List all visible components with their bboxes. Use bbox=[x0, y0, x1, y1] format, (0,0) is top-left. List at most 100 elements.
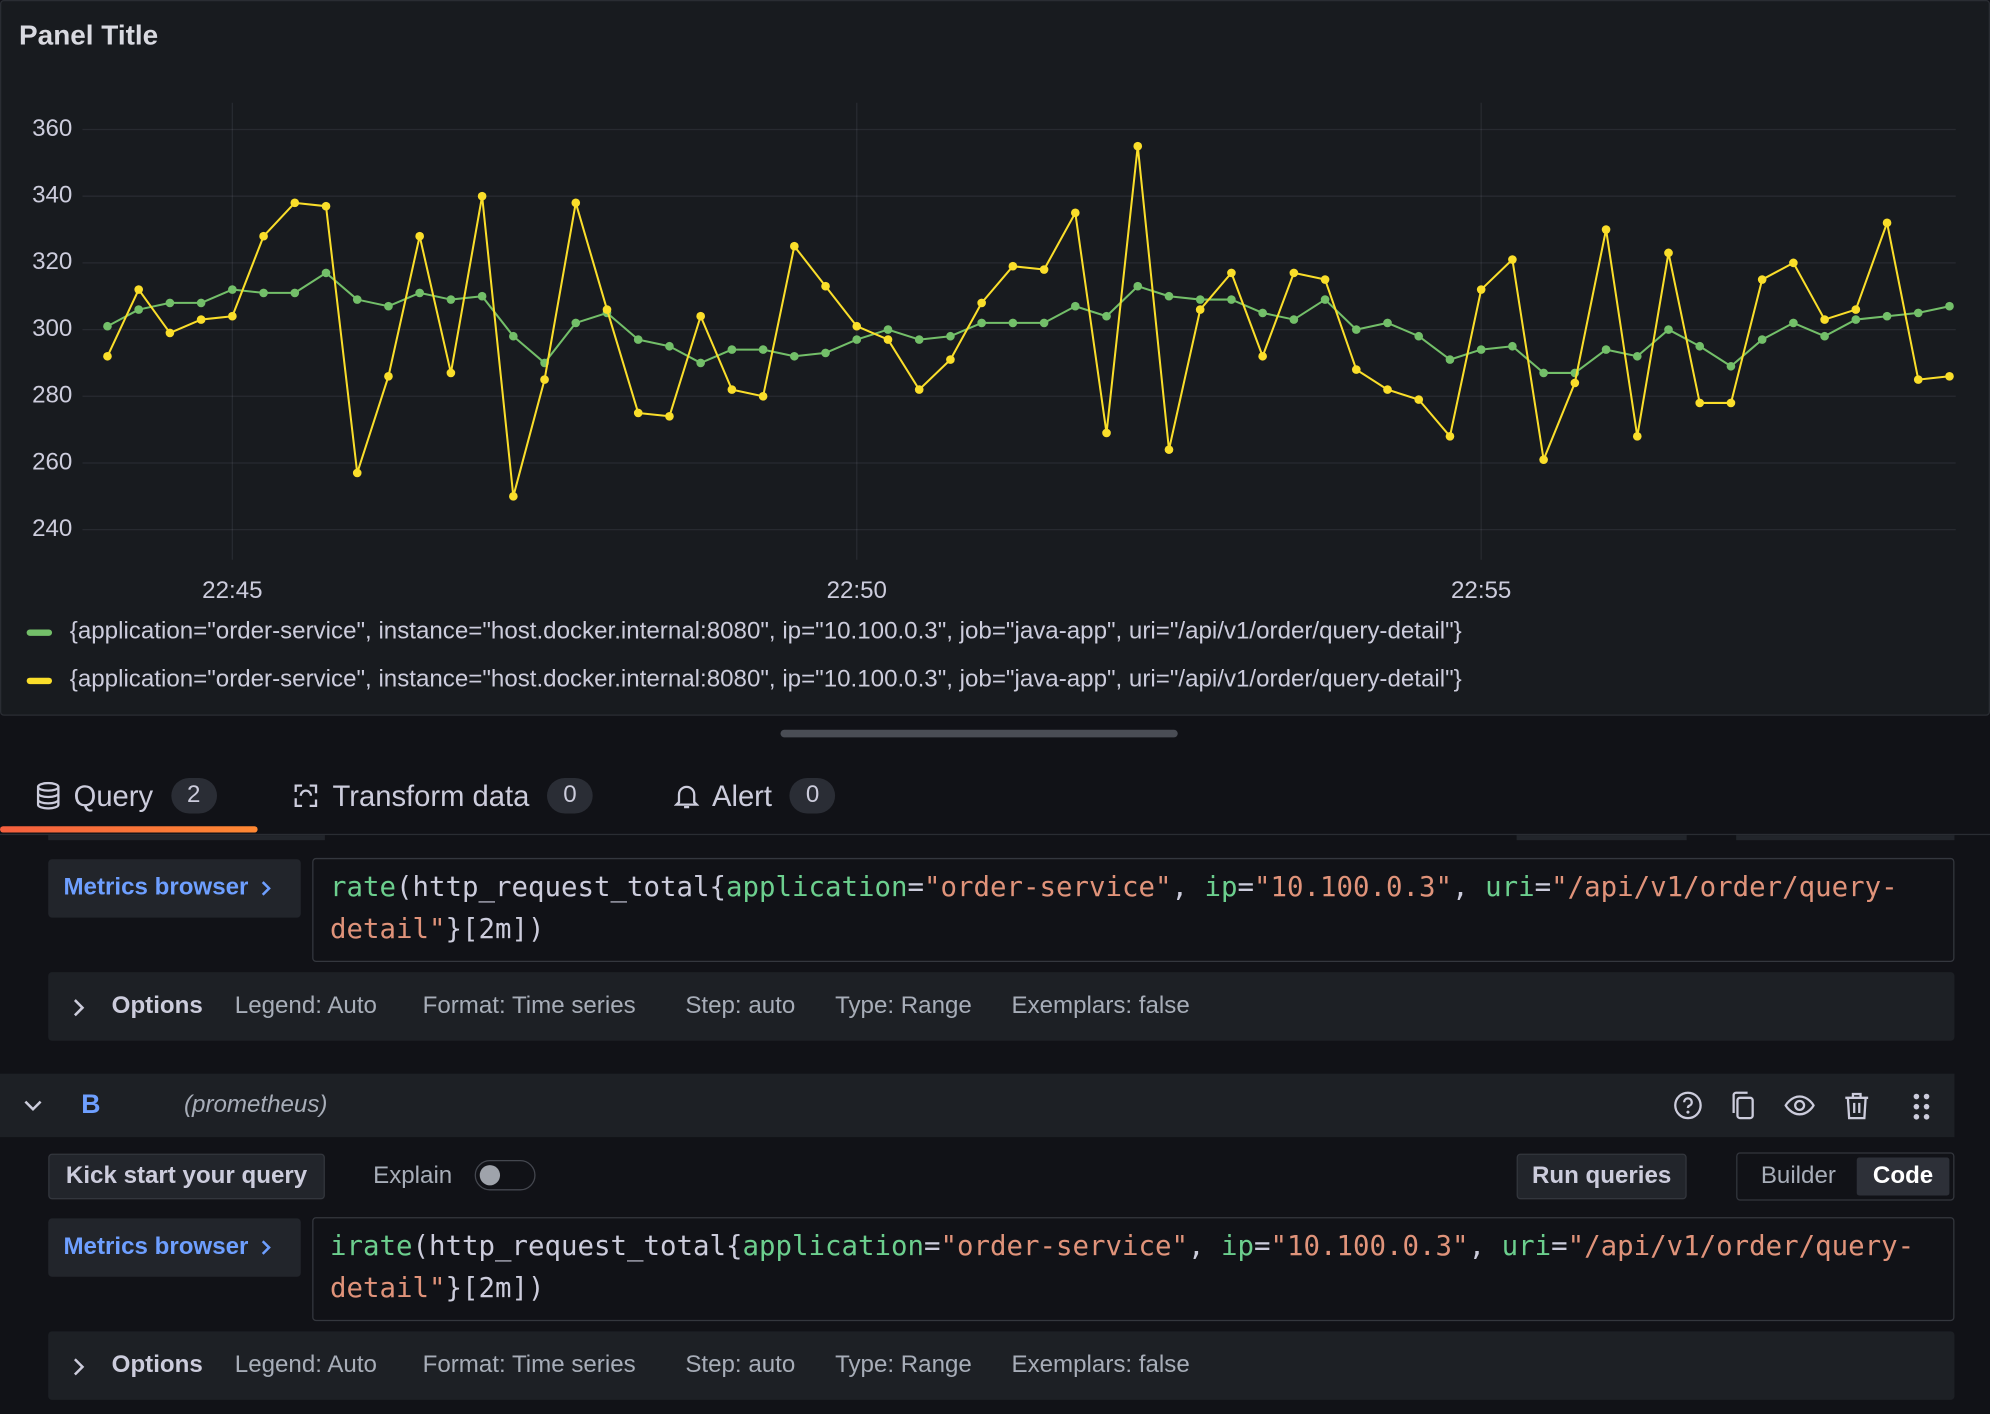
data-point bbox=[883, 335, 893, 344]
collapse-icon[interactable] bbox=[23, 1098, 43, 1113]
data-point bbox=[352, 468, 362, 478]
code-token: application bbox=[725, 871, 908, 904]
drag-handle[interactable] bbox=[1909, 1091, 1934, 1121]
data-point bbox=[977, 298, 986, 308]
data-point bbox=[1414, 331, 1424, 341]
data-point bbox=[446, 368, 456, 378]
active-tab-indicator bbox=[0, 826, 258, 833]
data-point bbox=[852, 321, 862, 331]
data-point bbox=[665, 341, 674, 351]
trash-icon[interactable] bbox=[1842, 1090, 1872, 1120]
data-point bbox=[1508, 255, 1517, 264]
chart: 240 260 280 300 320 340 360 22:45 22:50 22:55 bbox=[32, 102, 1956, 604]
data-point bbox=[540, 375, 549, 384]
run-queries-button[interactable]: Run queries bbox=[1516, 1153, 1687, 1200]
data-point bbox=[1133, 141, 1143, 151]
data-point bbox=[790, 351, 799, 361]
data-point bbox=[665, 411, 674, 421]
data-point bbox=[1508, 341, 1517, 351]
query-options[interactable]: Options Legend: Auto Format: Time series… bbox=[48, 1331, 1955, 1400]
code-token: = bbox=[1237, 871, 1255, 904]
data-point bbox=[758, 391, 768, 401]
query-editor[interactable]: rate(http_request_total{application="ord… bbox=[312, 857, 1955, 963]
data-point bbox=[977, 318, 986, 328]
data-point bbox=[946, 355, 955, 364]
button-label: Metrics browser bbox=[63, 874, 249, 902]
option: Exemplars: false bbox=[1011, 1351, 1190, 1379]
toggle-knob bbox=[479, 1165, 501, 1186]
data-point bbox=[727, 385, 737, 394]
code-token: "order-service" bbox=[924, 871, 1172, 904]
duplicate-icon[interactable] bbox=[1729, 1090, 1759, 1120]
data-point bbox=[1476, 345, 1486, 354]
tab-divider bbox=[0, 833, 1990, 836]
legend-item[interactable]: {application="order-service", instance="… bbox=[26, 616, 1462, 649]
mode-option[interactable]: Code bbox=[1856, 1157, 1950, 1196]
explain-toggle[interactable] bbox=[474, 1159, 536, 1191]
code-token: ip bbox=[1204, 871, 1238, 904]
data-point bbox=[477, 291, 487, 301]
code-token: "10.100.0.3" bbox=[1254, 871, 1453, 904]
option: Legend: Auto bbox=[234, 992, 377, 1020]
data-point bbox=[509, 331, 518, 341]
eye-icon[interactable] bbox=[1784, 1090, 1815, 1120]
legend-item[interactable]: {application="order-service", instance="… bbox=[26, 664, 1462, 697]
data-point bbox=[290, 198, 300, 208]
data-point bbox=[259, 288, 268, 298]
data-point bbox=[1289, 268, 1299, 278]
y-tick-label: 320 bbox=[32, 248, 72, 275]
data-point bbox=[1757, 275, 1767, 284]
data-point bbox=[1820, 331, 1829, 341]
tab[interactable]: Alert 0 bbox=[673, 769, 836, 822]
data-point bbox=[196, 315, 206, 324]
chevron-icon bbox=[73, 999, 85, 1017]
code-token: "10.100.0.3" bbox=[1270, 1231, 1469, 1263]
mode-option[interactable]: Builder bbox=[1760, 1162, 1836, 1190]
panel-title: Panel Title bbox=[19, 19, 159, 51]
data-point bbox=[1164, 445, 1174, 454]
data-point bbox=[571, 318, 581, 328]
code-token: "order-service" bbox=[940, 1231, 1189, 1263]
query-options[interactable]: Options Legend: Auto Format: Time series… bbox=[48, 972, 1955, 1041]
option: Legend: Auto bbox=[234, 1351, 377, 1379]
option: Type: Range bbox=[835, 1351, 972, 1379]
data-point bbox=[1008, 318, 1018, 328]
y-tick-label: 240 bbox=[32, 515, 72, 542]
data-point bbox=[415, 288, 424, 298]
metrics-browser-button[interactable]: Metrics browser bbox=[48, 859, 301, 918]
transform-icon bbox=[294, 784, 318, 808]
data-point bbox=[1320, 295, 1330, 304]
data-point bbox=[1133, 281, 1143, 291]
code-token: rate bbox=[329, 871, 396, 904]
data-point bbox=[1039, 318, 1049, 328]
help-icon[interactable] bbox=[1673, 1090, 1703, 1120]
metrics-browser-button[interactable]: Metrics browser bbox=[48, 1218, 301, 1277]
data-point bbox=[1601, 345, 1611, 354]
data-point bbox=[384, 301, 393, 311]
option: Format: Time series bbox=[422, 992, 636, 1020]
data-point bbox=[1726, 361, 1736, 371]
query-editor[interactable]: irate(http_request_total{application="or… bbox=[312, 1217, 1955, 1322]
data-point bbox=[165, 298, 175, 308]
data-point bbox=[259, 231, 268, 241]
code-token: = bbox=[907, 871, 925, 904]
data-point bbox=[103, 321, 112, 331]
data-point bbox=[1820, 315, 1829, 324]
kick-start-button[interactable]: Kick start your query bbox=[48, 1153, 325, 1200]
data-point bbox=[914, 335, 924, 344]
data-point bbox=[1383, 318, 1392, 328]
data-point bbox=[1726, 398, 1736, 408]
legend-swatch bbox=[26, 628, 53, 636]
tab[interactable]: Transform data 0 bbox=[292, 769, 593, 822]
data-point bbox=[1632, 431, 1642, 441]
data-point bbox=[758, 345, 768, 354]
data-point bbox=[1539, 368, 1548, 378]
splitter[interactable] bbox=[780, 729, 1178, 738]
code-token: = bbox=[1551, 1231, 1568, 1263]
tab[interactable]: Query 2 bbox=[36, 769, 217, 822]
option: Step: auto bbox=[685, 992, 796, 1020]
option: Format: Time series bbox=[422, 1351, 636, 1379]
data-point bbox=[1289, 315, 1299, 324]
data-point bbox=[1320, 275, 1330, 284]
code-token: , bbox=[1188, 1231, 1222, 1263]
